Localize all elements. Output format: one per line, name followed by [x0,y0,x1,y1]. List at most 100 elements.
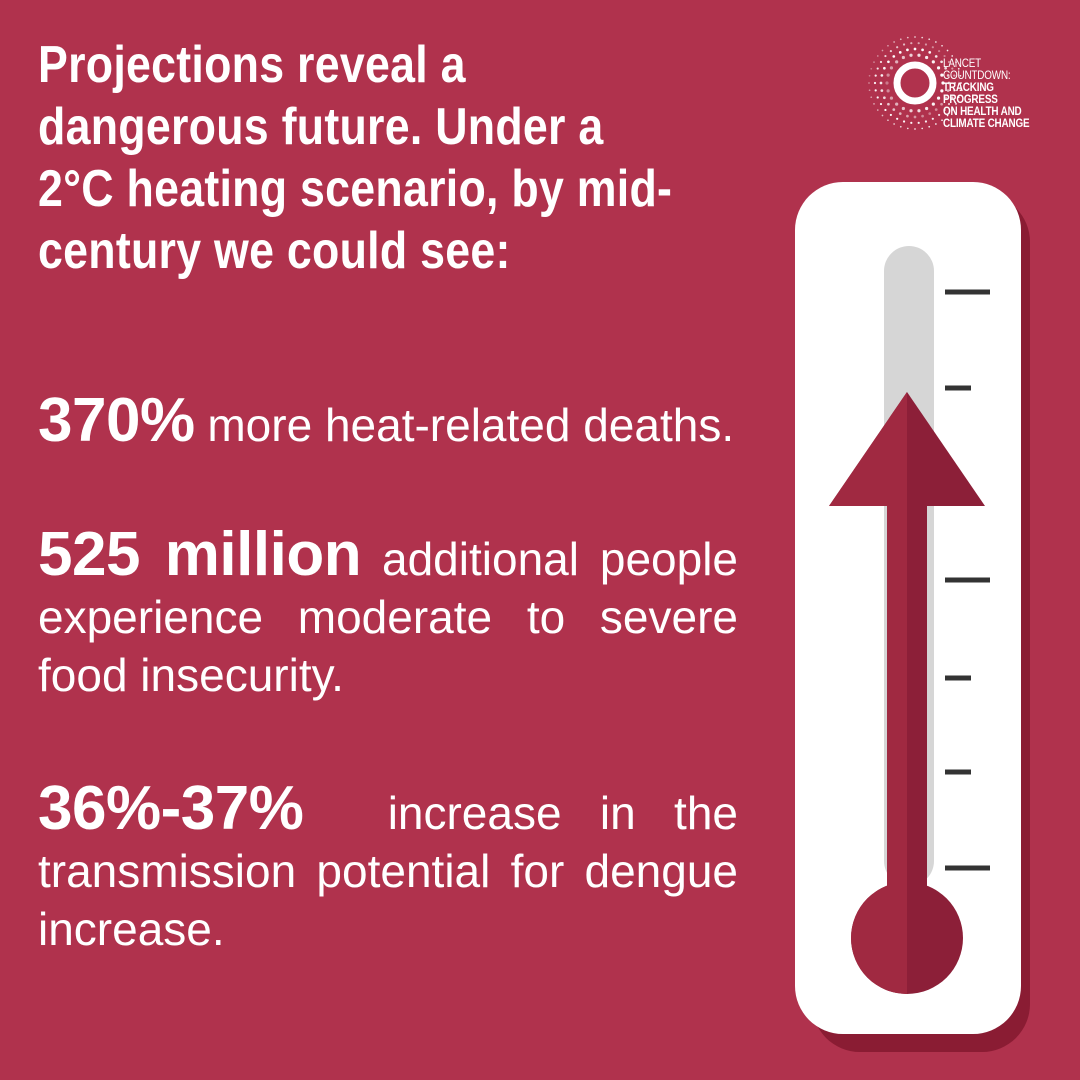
logo-dot [921,48,924,52]
logo-dot [941,119,943,122]
logo-dot [924,120,928,123]
logo-dot [868,74,871,77]
logo-dot [909,53,913,57]
lancet-countdown-logo-icon [868,36,962,130]
logo-dot [931,46,934,49]
logo-dot [951,67,954,70]
logo-dot [944,96,947,100]
logo-dot [931,102,935,106]
logo-dot [893,123,895,125]
logo-dot [921,36,924,39]
logo-dot [889,49,892,53]
logo-dot [874,89,877,92]
logo-dot [906,36,909,39]
logo-dot [868,82,870,84]
logo-dot [886,89,890,93]
logo-dot [951,109,954,111]
logo-dot [917,42,920,45]
logo-dot [895,60,899,64]
logo-dot [928,51,932,54]
logo-text: Lancet Countdown: Tracking Progress on H… [943,58,1046,130]
logo-dot [884,54,887,58]
logo-dot [909,109,913,113]
logo-dot [883,96,886,100]
logo-dot [883,66,886,70]
stat-text: increase in the transmission potential f… [38,787,739,955]
logo-dot [873,61,875,63]
stat-figure: 370% [38,386,195,455]
logo-dot [896,46,899,49]
logo-line: Climate Change [943,118,1030,130]
logo-dot [914,36,916,38]
logo-dot [887,60,890,64]
logo-dot [876,55,879,57]
arrow-shaft-shade [887,498,907,958]
logo-dot [957,96,960,99]
logo-dot [887,44,889,47]
logo-dot [959,74,962,77]
logo-dot [899,38,902,41]
logo-dot [914,128,916,130]
stat-food-insecurity: 525 million additional people experience… [38,524,739,704]
logo-dot [889,66,894,70]
logo-dot [957,67,960,70]
logo-dot [906,127,909,130]
logo-dot [951,96,954,99]
logo-dot [947,102,951,106]
logo-dot [906,114,909,118]
logo-dot [892,55,896,58]
logo-dot [921,127,924,130]
stat-figure: 36%-37% [38,774,304,843]
logo-dot [881,114,884,117]
logo-dot [906,48,909,52]
logo-dot [935,41,937,43]
logo-dot [934,55,938,58]
logo-dot [870,96,873,99]
logo-dot [901,106,905,111]
logo-dot [931,117,934,120]
logo-dot [879,60,883,64]
logo-line: Tracking Progress [943,82,998,106]
logo-dot [940,73,944,77]
logo-dot [931,60,935,64]
logo-dot [889,113,892,117]
logo-dot [946,114,949,117]
logo-dot [879,102,883,106]
logo-dot [936,96,941,100]
stat-heat-deaths: 370% more heat-related deaths. [38,390,738,454]
logo-dot [876,96,879,99]
logo-dot [924,43,928,46]
logo-dot [892,108,896,111]
logo-dot [895,102,899,106]
logo-dot [913,47,917,51]
logo-dot [935,123,937,125]
logo-dot [902,43,906,46]
logo-dot [898,112,902,115]
logo-dot [917,121,920,124]
logo-dot [898,51,902,54]
logo-dot [879,81,883,85]
logo-dot [889,96,894,100]
logo-dot [940,60,943,64]
logo-dot [870,67,873,70]
logo-dot [899,125,902,128]
logo-dot [959,89,962,92]
logo-dot [884,108,887,112]
stat-text: additional people experience moderate to… [38,533,739,701]
logo-dot [946,49,949,52]
logo-dot [951,55,954,57]
logo-dot [874,74,877,77]
logo-dot [953,81,957,85]
thermometer-icon [795,182,1030,1052]
logo-dot [944,66,947,70]
stat-figure: 525 million [38,520,362,589]
logo-dot [868,89,871,92]
logo-dot [876,109,879,111]
logo-dot [896,117,899,120]
logo-line: Lancet Countdown: [943,58,1011,82]
logo-dot [938,49,941,53]
logo-ring [893,61,937,105]
logo-dot [955,103,957,105]
arrowhead-shade [829,392,907,506]
logo-dot [873,81,877,85]
